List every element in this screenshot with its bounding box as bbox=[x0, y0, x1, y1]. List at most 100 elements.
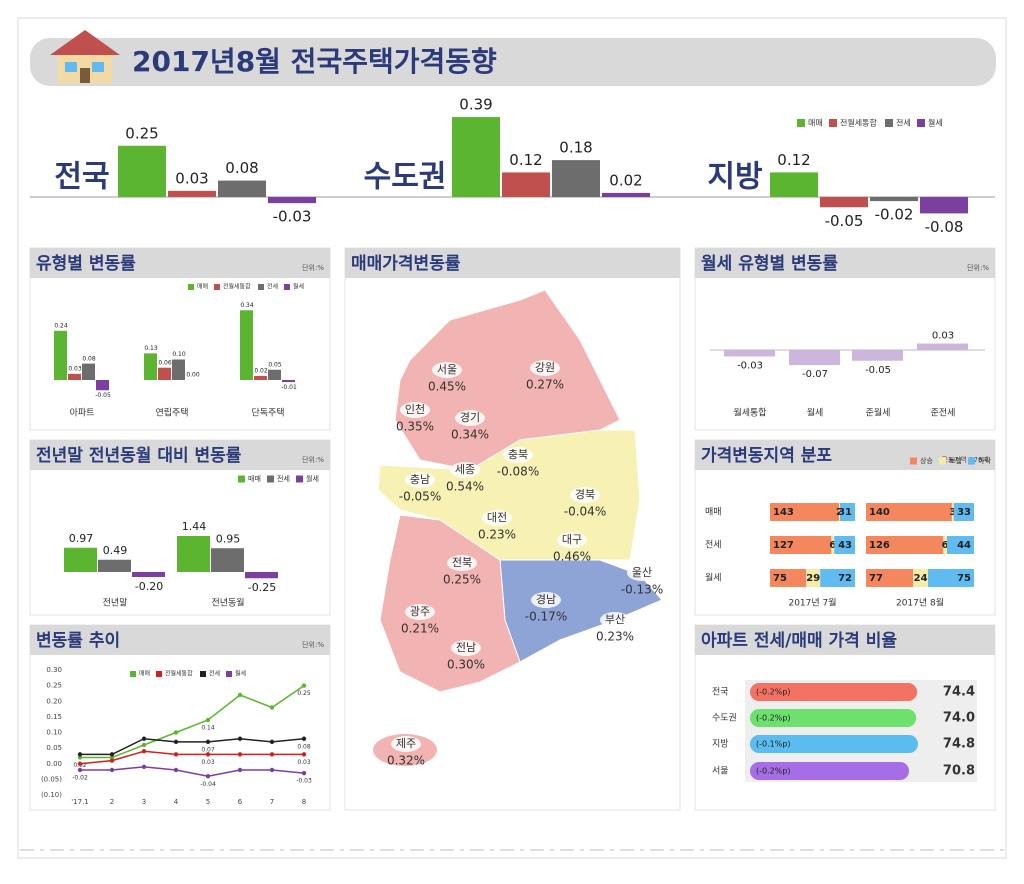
region-name: 전남 bbox=[456, 641, 476, 654]
bar bbox=[177, 536, 210, 572]
point bbox=[141, 742, 147, 748]
note-label: 공표지역 176개 bbox=[941, 455, 989, 464]
panel-title: 가격변동지역 분포 bbox=[701, 446, 832, 466]
legend-swatch bbox=[156, 671, 162, 677]
data-label: 74.8 bbox=[943, 737, 975, 752]
region-badge bbox=[570, 487, 600, 503]
x-tick-label: 7 bbox=[270, 798, 274, 806]
bar bbox=[917, 343, 968, 350]
bar-segment bbox=[943, 536, 947, 554]
bar bbox=[820, 197, 868, 208]
region-name: 경기 bbox=[460, 411, 480, 424]
region-value: 0.23% bbox=[478, 528, 516, 542]
bar bbox=[852, 350, 903, 361]
bar-segment bbox=[866, 569, 914, 587]
annotation: (-0.2%p) bbox=[756, 688, 791, 697]
bar bbox=[770, 172, 818, 197]
bar bbox=[132, 572, 165, 577]
panel-title: 전년말 전년동월 대비 변동률 bbox=[36, 445, 242, 466]
region-name: 경남 bbox=[536, 593, 556, 606]
legend-label: 상승 bbox=[920, 456, 933, 465]
unit-label: 단위:% bbox=[302, 640, 324, 649]
x-tick-label: 준월세 bbox=[866, 407, 891, 419]
point bbox=[109, 752, 115, 757]
point bbox=[269, 739, 275, 745]
bar-segment bbox=[770, 503, 840, 521]
legend-label: 월세 bbox=[235, 670, 246, 678]
line bbox=[80, 737, 305, 756]
data-label: 0.03 bbox=[68, 366, 82, 373]
point bbox=[77, 755, 83, 760]
data-label: 74.4 bbox=[943, 685, 975, 700]
legend-label: 월세 bbox=[293, 283, 304, 291]
data-label: -0.08 bbox=[925, 218, 964, 236]
data-label: -0.05 bbox=[95, 392, 111, 399]
bar bbox=[750, 762, 910, 780]
bar bbox=[750, 683, 918, 701]
annotation: (-0.1%p) bbox=[756, 740, 791, 749]
legend-swatch bbox=[130, 671, 136, 677]
data-label: -0.02 bbox=[72, 775, 88, 782]
legend-label: 전세 bbox=[209, 670, 220, 678]
legend-label: 하락 bbox=[978, 456, 991, 465]
bar-segment bbox=[770, 569, 807, 587]
legend-swatch bbox=[968, 457, 975, 465]
y-tick-label: (0.10) bbox=[41, 791, 62, 799]
x-tick-label: 8 bbox=[302, 798, 306, 806]
region-name: 전북 bbox=[452, 556, 472, 569]
data-label: 75 bbox=[773, 573, 787, 584]
legend-swatch bbox=[214, 284, 220, 290]
region-value: 0.25% bbox=[443, 573, 481, 587]
bar bbox=[724, 350, 775, 357]
region-name: 제주 bbox=[396, 737, 416, 750]
data-label: 0.03 bbox=[297, 759, 311, 766]
bar bbox=[552, 160, 600, 197]
point bbox=[205, 752, 211, 757]
bar bbox=[118, 145, 166, 197]
legend-label: 매매 bbox=[248, 475, 261, 483]
legend-swatch bbox=[200, 671, 206, 677]
data-label: 0.03 bbox=[932, 331, 954, 342]
panel bbox=[29, 624, 331, 811]
bar bbox=[502, 172, 550, 197]
data-label: 0.10 bbox=[172, 351, 186, 358]
panel-header bbox=[30, 440, 330, 470]
point bbox=[173, 767, 179, 773]
bar bbox=[245, 572, 278, 579]
point bbox=[237, 752, 243, 757]
region-value: 0.32% bbox=[387, 754, 425, 768]
data-label: 44 bbox=[957, 540, 971, 551]
point bbox=[269, 705, 275, 710]
legend-label: 전세 bbox=[277, 474, 290, 483]
point bbox=[301, 752, 307, 757]
data-label: 43 bbox=[838, 540, 852, 551]
bar bbox=[789, 350, 840, 366]
x-tick-label: '17.1 bbox=[71, 798, 89, 806]
bar bbox=[268, 197, 316, 204]
group-label: 2017년 7월 bbox=[788, 597, 836, 609]
bar-segment bbox=[831, 536, 835, 554]
panel-header bbox=[30, 248, 330, 278]
panel-title: 아파트 전세/매매 가격 비율 bbox=[701, 631, 897, 651]
bar-segment bbox=[866, 536, 944, 554]
y-tick-label: 0.20 bbox=[46, 697, 62, 705]
bar bbox=[64, 547, 97, 572]
bar bbox=[168, 190, 216, 197]
point bbox=[173, 730, 179, 735]
bar bbox=[240, 310, 253, 380]
point bbox=[109, 758, 115, 763]
point bbox=[301, 770, 307, 776]
line bbox=[80, 685, 305, 759]
data-label: -0.25 bbox=[248, 581, 276, 594]
panel-title: 유형별 변동률 bbox=[36, 253, 136, 274]
legend-swatch bbox=[885, 119, 893, 127]
x-tick-label: 5 bbox=[206, 798, 210, 806]
y-tick-label: 0.05 bbox=[46, 744, 62, 752]
legend-label: 매매 bbox=[197, 283, 208, 291]
bar-segment bbox=[806, 569, 821, 587]
point bbox=[173, 752, 179, 757]
x-tick-label: 4 bbox=[174, 798, 179, 806]
x-tick-label: 월세통합 bbox=[733, 407, 766, 419]
region-badge bbox=[451, 640, 481, 656]
